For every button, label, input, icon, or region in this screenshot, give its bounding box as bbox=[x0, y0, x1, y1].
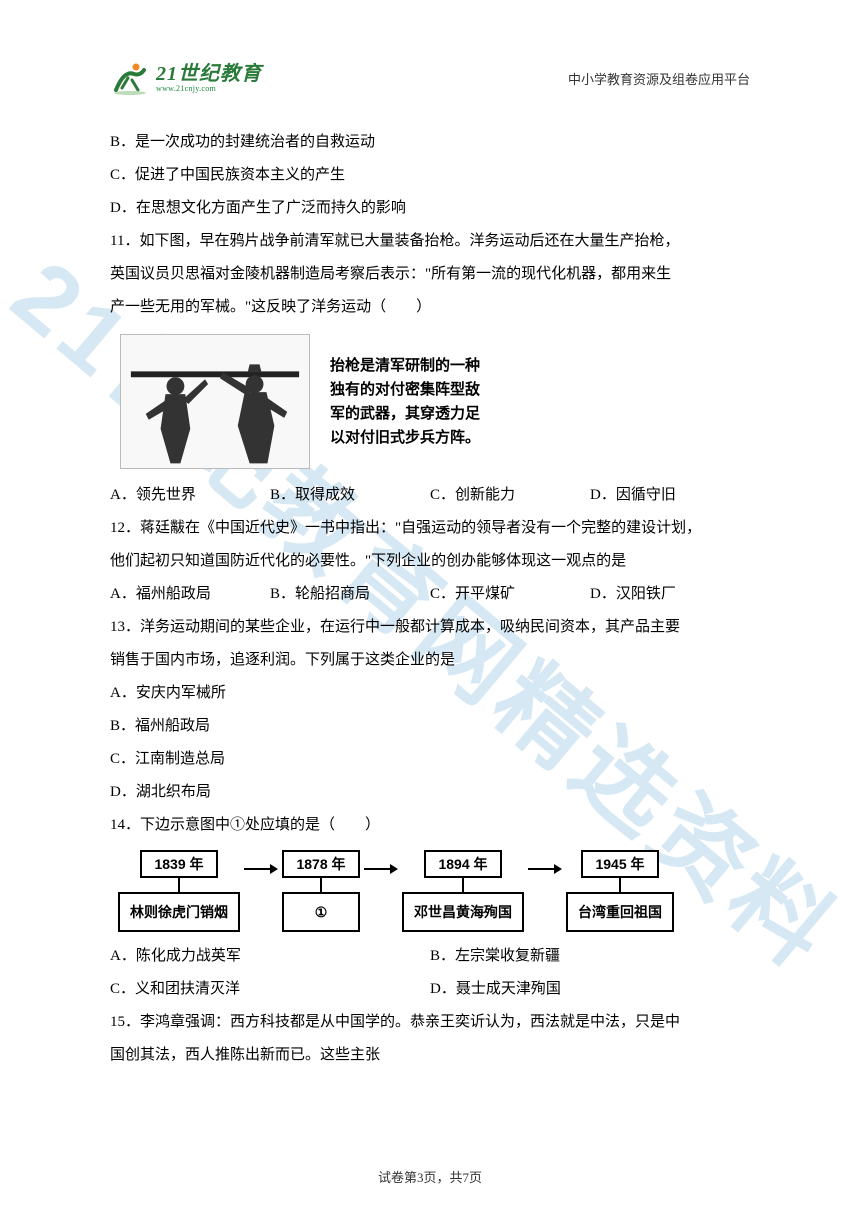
tl-event-4: 台湾重回祖国 bbox=[566, 892, 674, 932]
q14-stem: 14．下边示意图中①处应填的是（ ） bbox=[110, 809, 750, 842]
q11-opt-d: D．因循守旧 bbox=[590, 479, 750, 512]
soldiers-illustration bbox=[120, 334, 310, 469]
timeline-diagram: 1839 年 林则徐虎门销烟 1878 年 ① 1894 年 邓世昌黄海殉国 bbox=[118, 850, 750, 932]
logo: 21世纪教育 www.21cnjy.com bbox=[110, 60, 262, 96]
q11-caption: 抬枪是清军研制的一种独有的对付密集阵型敌军的武器，其穿透力足以对付旧式步兵方阵。 bbox=[330, 354, 490, 450]
tl-connector bbox=[462, 878, 464, 892]
tl-event-3: 邓世昌黄海殉国 bbox=[402, 892, 524, 932]
footer: 试卷第3页，共7页 bbox=[0, 1167, 860, 1186]
arrow-icon bbox=[528, 862, 562, 876]
q11-line1: 11．如下图，早在鸦片战争前清军就已大量装备抬枪。洋务运动后还在大量生产抬枪， bbox=[110, 225, 750, 258]
tl-year-3: 1894 年 bbox=[424, 850, 502, 878]
header-subtitle: 中小学教育资源及组卷应用平台 bbox=[568, 69, 750, 88]
q14-opt-a: A．陈化成力战英军 bbox=[110, 940, 430, 973]
q13-line1: 13．洋务运动期间的某些企业，在运行中一般都计算成本，吸纳民间资本，其产品主要 bbox=[110, 611, 750, 644]
header: 21世纪教育 www.21cnjy.com 中小学教育资源及组卷应用平台 bbox=[110, 60, 750, 96]
q11-line2: 英国议员贝思福对金陵机器制造局考察后表示："所有第一流的现代化机器，都用来生 bbox=[110, 258, 750, 291]
q12-opt-a: A．福州船政局 bbox=[110, 578, 270, 611]
option-d: D．在思想文化方面产生了广泛而持久的影响 bbox=[110, 192, 750, 225]
timeline-col-1: 1839 年 林则徐虎门销烟 bbox=[118, 850, 240, 932]
footer-text: 试卷第3页，共7页 bbox=[378, 1170, 482, 1185]
arrow-icon bbox=[244, 862, 278, 876]
runner-icon bbox=[110, 60, 150, 96]
q12-line2: 他们起初只知道国防近代化的必要性。"下列企业的创办能够体现这一观点的是 bbox=[110, 545, 750, 578]
q11-options: A．领先世界 B．取得成效 C．创新能力 D．因循守旧 bbox=[110, 479, 750, 512]
arrow-icon bbox=[364, 862, 398, 876]
logo-text: 21世纪教育 www.21cnjy.com bbox=[156, 63, 262, 94]
q12-line1: 12．蒋廷黻在《中国近代史》一书中指出："自强运动的领导者没有一个完整的建设计划… bbox=[110, 512, 750, 545]
q14-opt-c: C．义和团扶清灭洋 bbox=[110, 973, 430, 1006]
q13-opt-b: B．福州船政局 bbox=[110, 710, 750, 743]
q14-options: A．陈化成力战英军 B．左宗棠收复新疆 C．义和团扶清灭洋 D．聂士成天津殉国 bbox=[110, 940, 750, 1006]
q11-opt-b: B．取得成效 bbox=[270, 479, 430, 512]
q12-opt-b: B．轮船招商局 bbox=[270, 578, 430, 611]
timeline-col-4: 1945 年 台湾重回祖国 bbox=[566, 850, 674, 932]
tl-event-2: ① bbox=[282, 892, 360, 932]
option-b: B．是一次成功的封建统治者的自救运动 bbox=[110, 126, 750, 159]
tl-event-1: 林则徐虎门销烟 bbox=[118, 892, 240, 932]
tl-connector bbox=[320, 878, 322, 892]
timeline-col-3: 1894 年 邓世昌黄海殉国 bbox=[402, 850, 524, 932]
tl-connector bbox=[619, 878, 621, 892]
q13-opt-d: D．湖北织布局 bbox=[110, 776, 750, 809]
q11-line3: 产一些无用的军械。"这反映了洋务运动（ ） bbox=[110, 291, 750, 324]
page: 21世纪教育 www.21cnjy.com 中小学教育资源及组卷应用平台 B．是… bbox=[0, 0, 860, 1112]
q13-line2: 销售于国内市场，追逐利润。下列属于这类企业的是 bbox=[110, 644, 750, 677]
q12-opt-d: D．汉阳铁厂 bbox=[590, 578, 750, 611]
logo-title: 21世纪教育 bbox=[156, 63, 262, 85]
tl-connector bbox=[178, 878, 180, 892]
q15-line1: 15．李鸿章强调：西方科技都是从中国学的。恭亲王奕䜣认为，西法就是中法，只是中 bbox=[110, 1006, 750, 1039]
option-c: C．促进了中国民族资本主义的产生 bbox=[110, 159, 750, 192]
q11-figure: 抬枪是清军研制的一种独有的对付密集阵型敌军的武器，其穿透力足以对付旧式步兵方阵。 bbox=[120, 334, 750, 469]
tl-year-2: 1878 年 bbox=[282, 850, 360, 878]
q15-line2: 国创其法，西人推陈出新而已。这些主张 bbox=[110, 1039, 750, 1072]
content: B．是一次成功的封建统治者的自救运动 C．促进了中国民族资本主义的产生 D．在思… bbox=[110, 126, 750, 1072]
tl-year-4: 1945 年 bbox=[581, 850, 659, 878]
q13-opt-c: C．江南制造总局 bbox=[110, 743, 750, 776]
q14-opt-d: D．聂士成天津殉国 bbox=[430, 973, 750, 1006]
timeline-col-2: 1878 年 ① bbox=[282, 850, 360, 932]
logo-url: www.21cnjy.com bbox=[156, 85, 262, 94]
q11-opt-a: A．领先世界 bbox=[110, 479, 270, 512]
q12-opt-c: C．开平煤矿 bbox=[430, 578, 590, 611]
q13-opt-a: A．安庆内军械所 bbox=[110, 677, 750, 710]
q12-options: A．福州船政局 B．轮船招商局 C．开平煤矿 D．汉阳铁厂 bbox=[110, 578, 750, 611]
q14-opt-b: B．左宗棠收复新疆 bbox=[430, 940, 750, 973]
q11-opt-c: C．创新能力 bbox=[430, 479, 590, 512]
tl-year-1: 1839 年 bbox=[140, 850, 218, 878]
